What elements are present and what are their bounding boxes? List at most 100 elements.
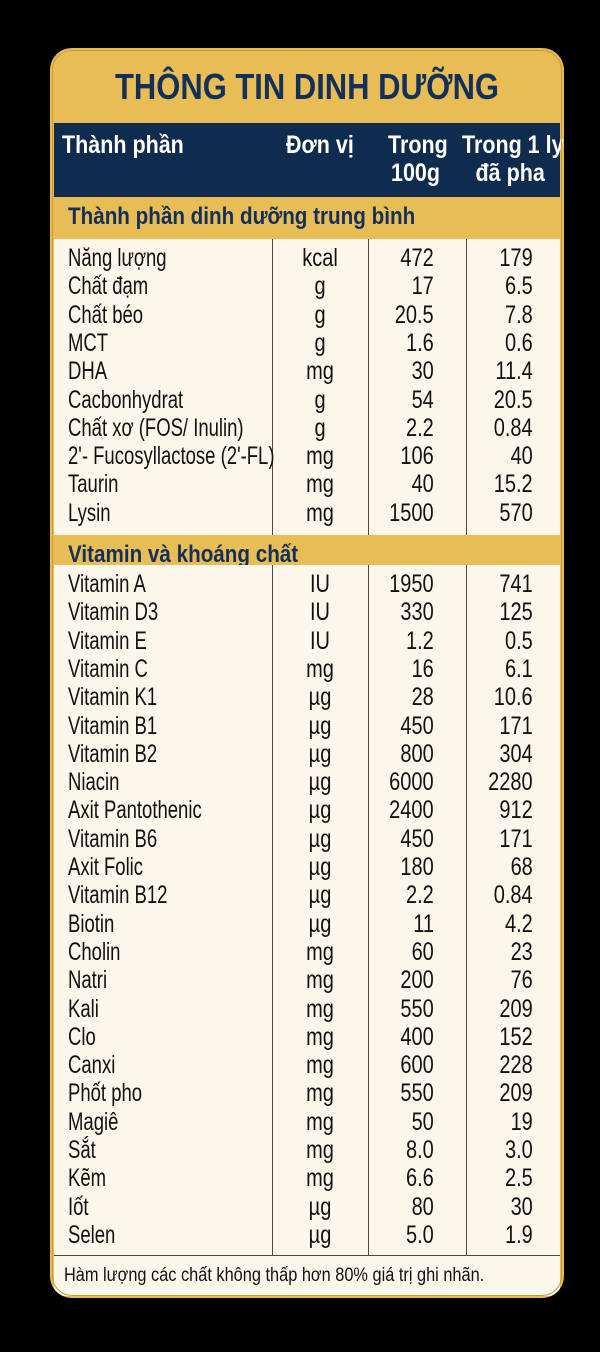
- nutrient-unit: mg: [306, 470, 334, 499]
- value-per-serving: 304: [499, 739, 533, 768]
- value-per-100g: 1500: [389, 498, 435, 527]
- table-row: Vitamin A IU 1950 741: [54, 570, 560, 599]
- table-row: MCT g 1.6 0.6: [54, 328, 560, 358]
- value-per-100g: 472: [400, 244, 434, 272]
- value-per-serving: 20.5: [494, 385, 533, 414]
- section-title: Thành phần dinh dưỡng trung bình: [68, 203, 416, 230]
- nutrient-unit: µg: [308, 711, 332, 740]
- value-per-serving: 209: [499, 1079, 533, 1108]
- table-row: Vitamin B2 µg 800 304: [54, 739, 560, 769]
- value-per-serving: 0.84: [494, 881, 533, 910]
- nutrient-name: Kali: [68, 994, 99, 1023]
- nutrient-unit: g: [314, 272, 326, 301]
- value-per-100g: 1.2: [406, 626, 434, 655]
- nutrient-unit: kcal: [302, 244, 338, 272]
- nutrient-unit: g: [314, 300, 326, 329]
- table-row: Axit Folic µg 180 68: [54, 853, 560, 882]
- table-row: Taurin mg 40 15.2: [54, 470, 560, 499]
- value-per-100g: 6.6: [406, 1164, 434, 1193]
- nutrient-name: Chất xơ (FOS/ Inulin): [68, 413, 244, 442]
- value-per-serving: 76: [510, 966, 533, 995]
- value-per-serving: 11.4: [495, 357, 533, 386]
- header-per-100g-line2: 100g: [391, 159, 441, 187]
- nutrient-unit: µg: [308, 1192, 332, 1221]
- table-row: Sắt mg 8.0 3.0: [54, 1136, 560, 1165]
- section-table-average-nutrition: Năng lượng kcal 472 179 Chất đạm g 17 6.5 Chất b…: [54, 239, 560, 535]
- nutrient-name: Vitamin B2: [68, 739, 158, 768]
- value-per-100g: 54: [411, 385, 434, 414]
- nutrient-name: Clo: [68, 1022, 96, 1051]
- nutrient-unit: g: [314, 385, 326, 414]
- nutrient-name: Cacbonhydrat: [68, 385, 184, 414]
- value-per-serving: 30: [510, 1192, 533, 1221]
- value-per-100g: 550: [400, 994, 434, 1023]
- nutrient-name: Kẽm: [68, 1164, 107, 1193]
- nutrient-unit: mg: [306, 442, 334, 471]
- value-per-serving: 40: [510, 442, 533, 471]
- nutrient-name: Vitamin C: [68, 654, 148, 683]
- nutrient-name: Lysin: [68, 498, 111, 527]
- nutrient-unit: mg: [306, 498, 334, 527]
- nutrient-name: Vitamin K1: [68, 683, 158, 712]
- value-per-100g: 450: [400, 824, 434, 853]
- nutrient-unit: mg: [306, 1051, 334, 1080]
- value-per-serving: 2.5: [505, 1164, 533, 1193]
- value-per-serving: 10.6: [494, 683, 533, 712]
- nutrient-unit: mg: [306, 357, 334, 386]
- nutrient-unit: µg: [308, 796, 332, 825]
- value-per-100g: 17: [411, 272, 434, 301]
- nutrient-name: Cholin: [68, 937, 121, 966]
- header-unit: Đơn vị: [286, 131, 354, 159]
- value-per-100g: 2.2: [406, 413, 434, 442]
- value-per-serving: 741: [499, 570, 533, 598]
- header-per-serving-line2: đã pha: [475, 159, 545, 187]
- nutrient-name: Niacin: [68, 768, 120, 797]
- section-table-vitamins-minerals: Vitamin A IU 1950 741 Vitamin D3 IU 330 125 Vita…: [54, 565, 560, 1255]
- value-per-100g: 800: [400, 739, 434, 768]
- value-per-serving: 23: [510, 937, 533, 966]
- nutrient-name: Axit Folic: [68, 853, 144, 881]
- value-per-100g: 8.0: [406, 1136, 434, 1164]
- section-heading-average-nutrition: Thành phần dinh dưỡng trung bình: [54, 197, 560, 239]
- table-row: Cacbonhydrat g 54 20.5: [54, 385, 560, 415]
- nutrient-name: Vitamin B12: [68, 881, 168, 910]
- column-divider: [466, 239, 467, 535]
- header-per-100g-line1: Trong: [388, 131, 448, 159]
- table-row: 2'- Fucosyllactose (2'-FL) mg 106 40: [54, 442, 560, 471]
- value-per-serving: 0.84: [494, 413, 533, 442]
- nutrient-name: MCT: [68, 328, 109, 357]
- section-title: Vitamin và khoáng chất: [68, 541, 299, 568]
- value-per-serving: 3.0: [505, 1136, 533, 1164]
- nutrient-unit: mg: [306, 1107, 334, 1136]
- table-row: Selen µg 5.0 1.9: [54, 1220, 560, 1250]
- value-per-serving: 171: [499, 824, 533, 853]
- nutrient-name: Vitamin E: [68, 626, 147, 655]
- table-row: Canxi mg 600 228: [54, 1051, 560, 1080]
- nutrient-name: Vitamin B1: [68, 711, 158, 740]
- nutrient-unit: mg: [306, 1136, 334, 1164]
- nutrient-unit: IU: [310, 598, 330, 627]
- value-per-100g: 450: [400, 711, 434, 740]
- table-row: Vitamin B6 µg 450 171: [54, 824, 560, 854]
- nutrient-unit: mg: [306, 654, 334, 683]
- value-per-serving: 1.9: [505, 1220, 533, 1249]
- page-title: THÔNG TIN DINH DƯỠNG: [114, 66, 500, 107]
- value-per-100g: 1.6: [406, 328, 434, 357]
- nutrient-unit: g: [314, 328, 326, 357]
- table-row: Vitamin B1 µg 450 171: [54, 711, 560, 741]
- value-per-serving: 68: [510, 853, 533, 881]
- nutrient-unit: mg: [306, 966, 334, 995]
- value-per-100g: 6000: [389, 768, 435, 797]
- nutrient-name: Selen: [68, 1220, 116, 1249]
- table-row: Biotin µg 11 4.2: [54, 910, 560, 939]
- value-per-serving: 19: [510, 1107, 533, 1136]
- nutrient-name: Iốt: [68, 1192, 89, 1221]
- table-row: Phốt pho mg 550 209: [54, 1079, 560, 1108]
- value-per-serving: 228: [499, 1051, 533, 1080]
- table-row: Lysin mg 1500 570: [54, 498, 560, 528]
- nutrient-unit: µg: [308, 881, 332, 910]
- column-divider: [368, 565, 369, 1255]
- table-row: Cholin mg 60 23: [54, 937, 560, 967]
- value-per-100g: 600: [400, 1051, 434, 1080]
- table-row: Chất đạm g 17 6.5: [54, 272, 560, 301]
